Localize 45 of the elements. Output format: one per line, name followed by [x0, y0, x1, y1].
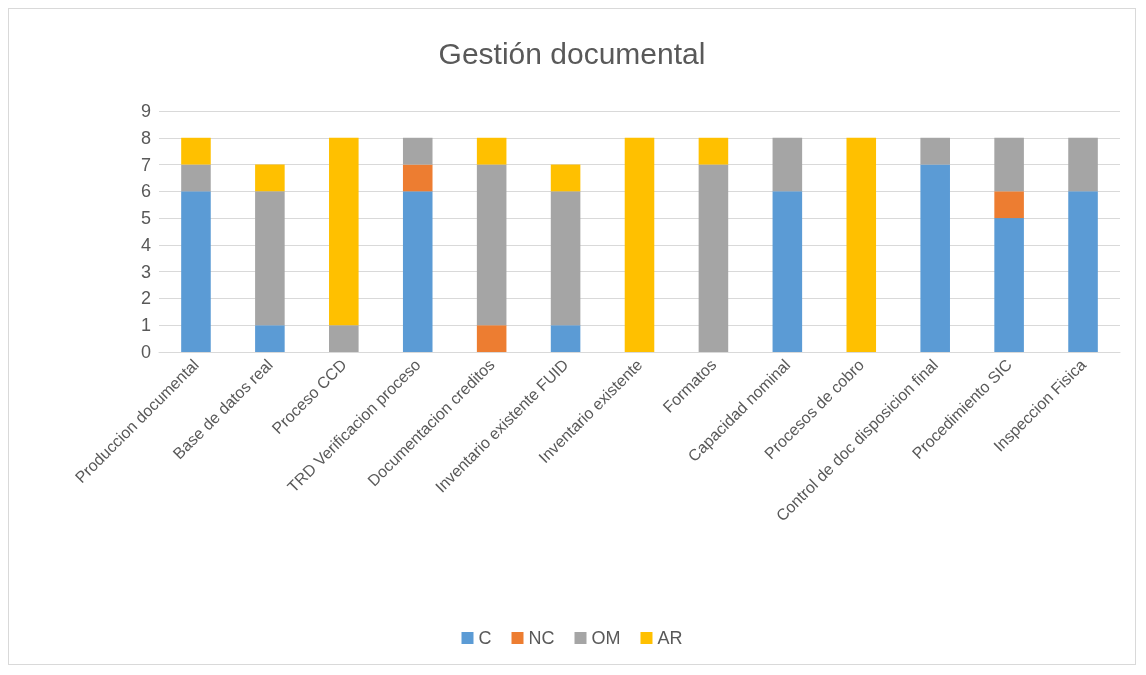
- legend-label: AR: [657, 628, 683, 648]
- bar: [1068, 137, 1098, 192]
- bar: [772, 137, 803, 192]
- bar: [476, 137, 507, 165]
- bar: [476, 325, 507, 352]
- bar: [402, 164, 433, 192]
- bar: [698, 137, 729, 165]
- bar: [329, 137, 359, 326]
- y-tick-label: 6: [140, 181, 151, 202]
- bar: [698, 164, 729, 352]
- bar: [476, 164, 507, 326]
- bar: [920, 164, 950, 352]
- bar: [846, 137, 877, 352]
- bar: [255, 164, 285, 192]
- bar: [624, 137, 655, 352]
- y-tick-label: 0: [140, 342, 151, 362]
- bar: [181, 137, 211, 165]
- bar: [550, 325, 581, 352]
- bar: [255, 325, 285, 352]
- legend-label: OM: [591, 628, 621, 648]
- bar: [329, 325, 359, 352]
- bar: [550, 191, 581, 326]
- y-tick-label: 3: [140, 261, 151, 282]
- y-tick-label: 8: [140, 127, 151, 148]
- bar: [994, 191, 1024, 219]
- bar: [181, 191, 211, 352]
- y-tick-label: 2: [140, 288, 151, 309]
- y-tick-label: 1: [140, 315, 151, 336]
- y-tick-label: 7: [140, 154, 151, 175]
- legend-label: NC: [528, 628, 555, 648]
- bar: [255, 191, 285, 326]
- chart-title: Gestión documental: [438, 36, 706, 70]
- bar: [994, 218, 1024, 352]
- bar: [402, 137, 433, 165]
- bar: [402, 191, 433, 352]
- legend-label: C: [478, 628, 492, 648]
- bar: [994, 137, 1024, 192]
- bar: [181, 164, 211, 192]
- bar: [1068, 191, 1098, 352]
- y-tick-label: 5: [140, 208, 151, 229]
- bar: [550, 164, 581, 192]
- y-tick-label: 9: [140, 101, 151, 121]
- bar: [772, 191, 803, 352]
- bar: [920, 137, 950, 165]
- y-tick-label: 4: [140, 234, 151, 255]
